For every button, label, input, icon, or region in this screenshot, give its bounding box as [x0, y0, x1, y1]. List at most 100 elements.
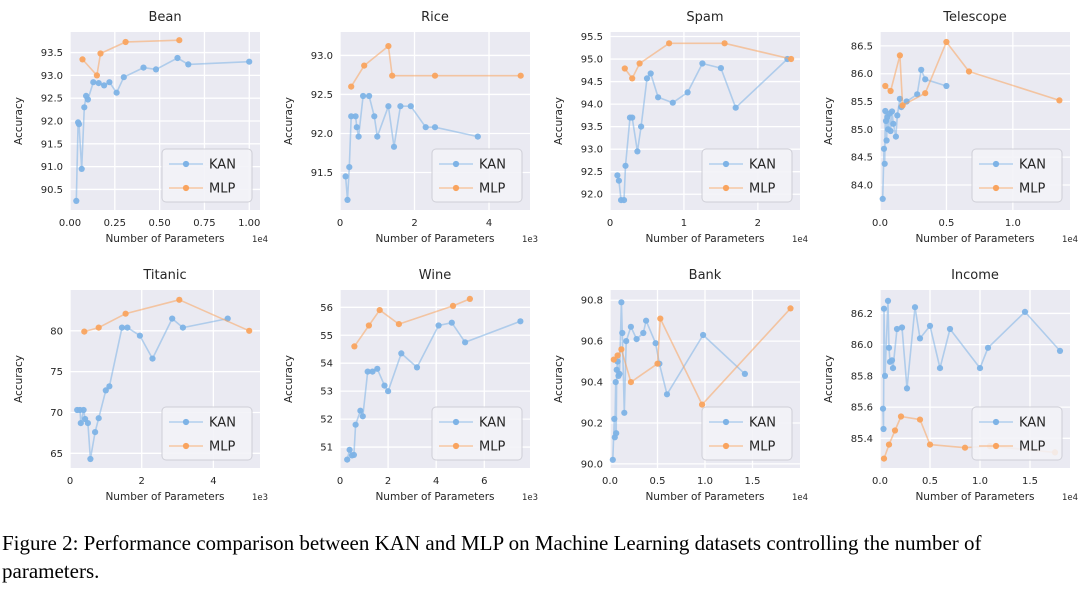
data-point-kan — [371, 113, 378, 120]
data-point-kan — [101, 82, 108, 89]
y-tick-label: 85.4 — [851, 434, 873, 445]
data-point-kan — [883, 137, 890, 144]
data-point-mlp — [431, 72, 439, 79]
data-point-kan — [647, 70, 654, 77]
legend-box — [971, 406, 1063, 461]
data-point-kan — [77, 420, 84, 427]
x-tick-label: 6 — [481, 476, 487, 487]
legend-marker-kan — [992, 160, 1000, 168]
data-point-kan — [903, 385, 911, 392]
chart-svg-titanic: 0 2 4 65 70 75 80 KAN MLP Titanic Number of Parame… — [13, 268, 268, 503]
x-tick-label: 0.5 — [922, 476, 938, 487]
chart-title: Bean — [148, 10, 181, 25]
data-point-mlp — [721, 40, 728, 47]
y-tick-label: 92.0 — [311, 129, 333, 140]
chart-svg-bank: 0.0 0.5 1.0 1.5 90.0 90.2 90.4 90.6 90.8 KAN MLP Ba… — [553, 268, 808, 503]
y-tick-label: 90.4 — [581, 378, 603, 389]
data-point-kan — [81, 104, 88, 111]
y-tick-label: 93.0 — [41, 71, 63, 82]
chart-grid: 0.00 0.25 0.50 0.75 1.00 90.5 91.0 91.5 92.0 92.5… — [13, 6, 1080, 522]
data-point-kan — [638, 123, 645, 130]
x-tick-label: 0 — [67, 476, 73, 487]
data-point-mlp — [376, 307, 383, 314]
y-tick-label: 84.5 — [851, 153, 873, 164]
data-point-kan — [113, 89, 120, 96]
data-point-kan — [357, 407, 364, 414]
data-point-kan — [623, 338, 630, 345]
data-point-mlp — [629, 75, 636, 82]
y-tick-label: 86.2 — [851, 309, 873, 320]
y-tick-label: 90.6 — [581, 337, 603, 348]
legend: KAN MLP — [161, 148, 253, 203]
subplot-bank: 0.0 0.5 1.0 1.5 90.0 90.2 90.4 90.6 90.8 KAN MLP Ba… — [540, 264, 810, 522]
data-point-kan — [684, 89, 691, 96]
y-tick-label: 52 — [320, 415, 333, 426]
data-point-kan — [397, 103, 404, 110]
data-point-mlp — [93, 72, 100, 79]
data-point-mlp — [79, 56, 86, 63]
legend-marker-mlp — [452, 442, 460, 450]
data-point-mlp — [449, 302, 457, 309]
legend-marker-kan — [452, 160, 460, 168]
y-tick-label: 55 — [320, 331, 333, 342]
x-axis-offset-text: 1e4 — [1062, 493, 1078, 503]
y-tick-label: 93.0 — [581, 145, 603, 156]
data-point-kan — [629, 114, 636, 121]
legend-label-kan: KAN — [479, 416, 506, 431]
y-tick-label: 85.8 — [851, 371, 873, 382]
data-point-kan — [926, 322, 934, 329]
data-point-kan — [888, 108, 896, 115]
chart-title: Bank — [689, 268, 722, 283]
x-axis-label: Number of Parameters — [915, 233, 1034, 245]
data-point-kan — [359, 413, 366, 420]
data-point-kan — [474, 133, 481, 140]
legend: KAN MLP — [431, 148, 523, 203]
data-point-kan — [609, 456, 616, 463]
data-point-kan — [633, 336, 640, 343]
subplot-income: 0.0 0.5 1.0 1.5 85.4 85.6 85.8 86.0 86.2 KAN MLP In… — [810, 264, 1080, 522]
data-point-mlp — [348, 83, 355, 90]
data-point-kan — [346, 446, 353, 453]
y-axis-label: Accuracy — [553, 97, 565, 145]
legend-box — [701, 406, 793, 461]
chart-svg-bean: 0.00 0.25 0.50 0.75 1.00 90.5 91.0 91.5 92.0 92.5… — [13, 10, 268, 245]
data-point-mlp — [965, 68, 973, 75]
data-point-kan — [102, 387, 109, 394]
x-tick-label: 2 — [411, 218, 417, 229]
data-point-mlp — [897, 413, 905, 420]
data-point-mlp — [122, 310, 129, 317]
data-point-mlp — [788, 55, 795, 63]
data-point-kan — [643, 317, 650, 324]
x-tick-label: 1.0 — [1005, 218, 1021, 229]
data-point-mlp — [517, 72, 524, 79]
chart-title: Titanic — [142, 268, 186, 283]
data-point-kan — [84, 420, 91, 427]
x-tick-label: 0 — [337, 476, 343, 487]
legend-marker-mlp — [182, 442, 190, 450]
x-tick-label: 0.50 — [148, 218, 170, 229]
data-point-kan — [360, 92, 367, 100]
data-point-mlp — [621, 65, 628, 72]
legend-box — [431, 406, 523, 461]
x-tick-label: 1.0 — [697, 476, 713, 487]
data-point-mlp — [922, 90, 929, 97]
data-point-kan — [106, 79, 113, 86]
legend-box — [431, 148, 523, 203]
data-point-kan — [78, 165, 85, 172]
y-tick-label: 80 — [50, 326, 63, 337]
data-point-kan — [1021, 308, 1029, 315]
legend-marker-mlp — [992, 184, 1000, 192]
y-tick-label: 91.5 — [311, 168, 333, 179]
y-tick-label: 54 — [320, 359, 333, 370]
legend-label-mlp: MLP — [749, 182, 775, 197]
x-tick-label: 1 — [681, 218, 687, 229]
data-point-kan — [413, 364, 421, 371]
chart-svg-rice: 0 2 4 91.5 92.0 92.5 93.0 KAN MLP Rice Number of P… — [283, 10, 538, 245]
data-point-kan — [407, 103, 414, 110]
data-point-kan — [946, 325, 954, 333]
subplot-telescope: 0.0 0.5 1.0 84.0 84.5 85.0 85.5 86.0 86.5 KAN MLP T… — [810, 6, 1080, 264]
data-point-mlp — [610, 356, 617, 363]
data-point-kan — [87, 455, 94, 463]
legend-label-kan: KAN — [1019, 158, 1046, 173]
